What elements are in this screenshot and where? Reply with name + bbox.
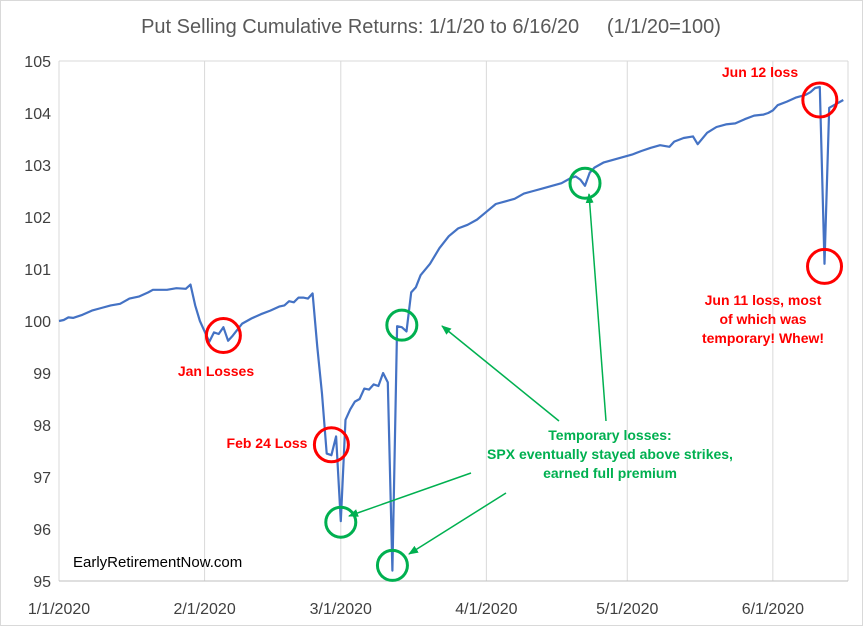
y-axis: 95 96 97 98 99 100 101 102 103 104 105 [24, 54, 51, 591]
annotation-labels: Jun 12 loss Jun 11 loss, most of which was… [178, 64, 824, 481]
credit-text: EarlyRetirementNow.com [73, 554, 242, 571]
red-circle-jun11-loss [806, 247, 844, 285]
annotation-feb24: Feb 24 Loss [227, 435, 308, 451]
y-tick-label: 102 [24, 210, 51, 227]
annotation-temporary-losses: SPX eventually stayed above strikes, [487, 446, 733, 462]
arrow-to-apr22 [585, 193, 607, 422]
x-axis: 1/1/2020 2/1/2020 3/1/2020 4/1/2020 5/1/2020… [28, 601, 804, 618]
arrow-to-mar12 [408, 492, 507, 555]
x-tick-label: 6/1/2020 [742, 601, 804, 618]
annotation-jun11: temporary! Whew! [702, 330, 824, 346]
green-circle-mar12-temp [375, 548, 409, 582]
y-tick-label: 96 [33, 522, 51, 539]
grid [58, 60, 849, 582]
x-tick-label: 2/1/2020 [173, 601, 235, 618]
y-tick-label: 98 [33, 418, 51, 435]
annotation-jan: Jan Losses [178, 363, 254, 379]
y-tick-label: 104 [24, 106, 51, 123]
y-tick-label: 105 [24, 54, 51, 71]
annotation-jun12: Jun 12 loss [722, 64, 798, 80]
x-tick-label: 3/1/2020 [310, 601, 372, 618]
x-tick-label: 4/1/2020 [455, 601, 517, 618]
arrow-to-mar1 [348, 472, 472, 517]
annotation-temporary-losses: Temporary losses: [548, 427, 671, 443]
annotation-temporary-losses: earned full premium [543, 465, 677, 481]
chart-title: Put Selling Cumulative Returns: 1/1/20 t… [141, 16, 721, 38]
x-tick-label: 1/1/2020 [28, 601, 90, 618]
green-circle-mar14-temp [385, 308, 419, 342]
annotation-arrows [348, 193, 607, 555]
red-circle-feb24-loss [312, 426, 350, 464]
y-tick-label: 103 [24, 158, 51, 175]
y-tick-label: 97 [33, 470, 51, 487]
annotation-circles [204, 81, 844, 582]
red-circle-jun12-loss [801, 81, 839, 119]
y-tick-label: 100 [24, 314, 51, 331]
x-tick-label: 5/1/2020 [596, 601, 658, 618]
red-circle-jan-losses [204, 317, 242, 355]
y-tick-label: 99 [33, 366, 51, 383]
annotation-jun11: Jun 11 loss, most [705, 292, 822, 308]
y-tick-label: 101 [24, 262, 51, 279]
green-circle-mar1-temp [324, 505, 358, 539]
annotation-jun11: of which was [719, 311, 806, 327]
arrow-to-mar14 [441, 325, 560, 422]
series-line [58, 85, 844, 572]
green-circle-apr22-temp [568, 166, 602, 200]
y-tick-label: 95 [33, 574, 51, 591]
